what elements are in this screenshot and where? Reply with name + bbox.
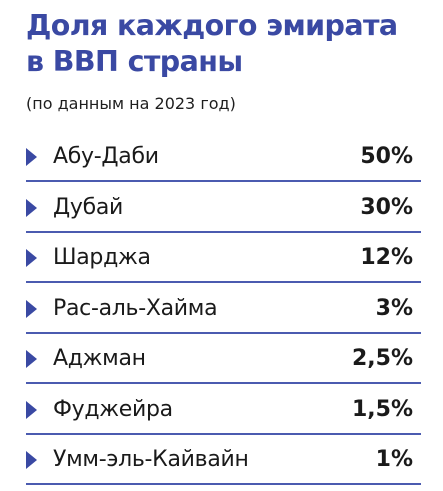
emirate-name: Фуджейра: [53, 396, 173, 422]
table-row: Дубай 30%: [26, 183, 421, 233]
row-divider: [26, 281, 421, 283]
gdp-share-value: 3%: [375, 295, 413, 321]
emirate-name: Дубай: [53, 194, 124, 220]
emirate-name: Умм-эль-Кайвайн: [53, 447, 249, 472]
chart-title-line-2: в ВВП страны: [26, 45, 243, 78]
row-divider: [26, 483, 421, 485]
emirate-name: Абу-Даби: [53, 144, 159, 169]
chart-title-line-1: Доля каждого эмирата: [26, 9, 398, 42]
triangle-right-icon: [26, 198, 37, 217]
triangle-right-icon: [26, 400, 37, 419]
row-divider: [26, 230, 421, 233]
triangle-right-icon: [26, 249, 37, 267]
table-row: Шарджа 12%: [26, 233, 421, 283]
chart-title: Доля каждого эмирата в ВВП страны: [26, 8, 436, 80]
gdp-share-value: 30%: [360, 194, 413, 220]
triangle-right-icon: [26, 350, 37, 368]
table-row: Умм-эль-Кайвайн 1%: [26, 435, 421, 485]
row-divider: [26, 432, 421, 435]
triangle-right-icon: [26, 299, 37, 318]
gdp-share-value: 2,5%: [351, 346, 413, 371]
table-row: Абу-Даби 50%: [26, 132, 421, 182]
table-row: Аджман 2,5%: [26, 334, 421, 384]
row-divider: [26, 331, 421, 334]
chart-subtitle: (по данным на 2023 год): [26, 94, 236, 113]
row-divider: [26, 382, 421, 384]
triangle-right-icon: [26, 148, 37, 166]
table-row: Рас-аль-Хайма 3%: [26, 284, 421, 334]
emirate-name: Рас-аль-Хайма: [53, 295, 218, 321]
gdp-share-value: 1,5%: [351, 396, 413, 422]
gdp-share-value: 1%: [375, 447, 413, 472]
emirate-name: Шарджа: [53, 245, 151, 270]
gdp-share-value: 50%: [360, 144, 413, 169]
emirate-name: Аджман: [53, 346, 146, 371]
row-divider: [26, 180, 421, 182]
triangle-right-icon: [26, 451, 37, 469]
table-row: Фуджейра 1,5%: [26, 385, 421, 435]
gdp-share-value: 12%: [360, 245, 413, 270]
